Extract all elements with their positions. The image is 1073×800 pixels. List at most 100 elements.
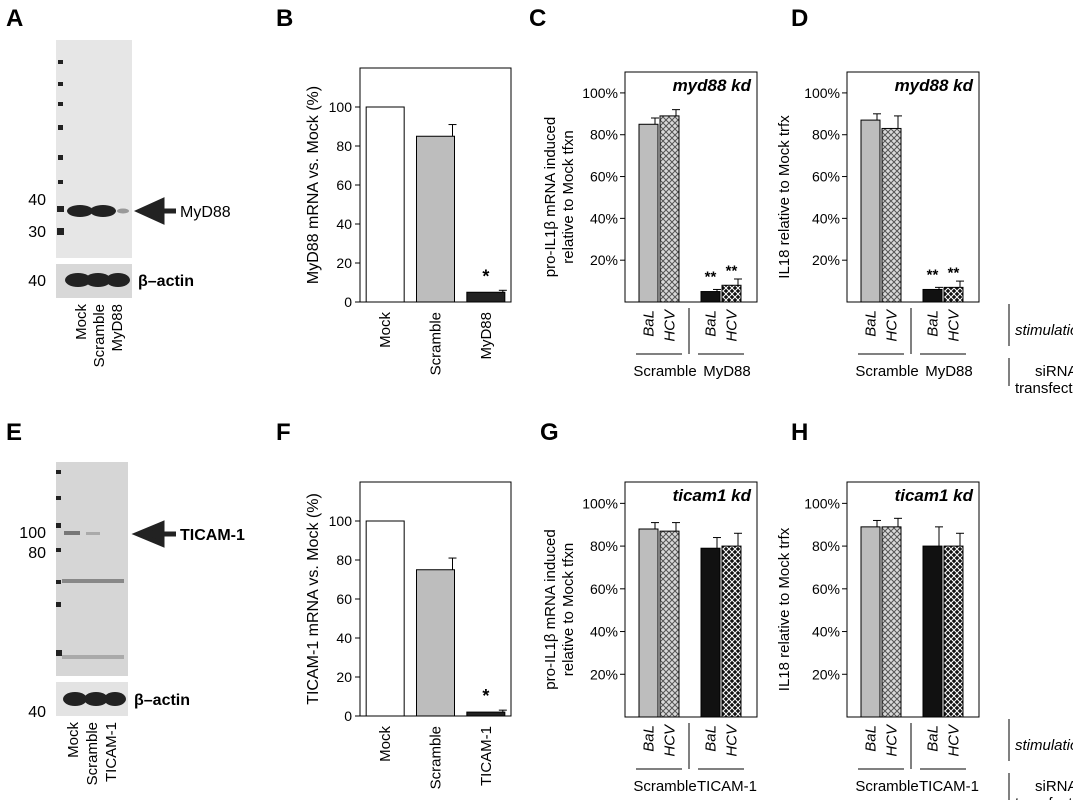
chart-g-ytick-label: 80%	[590, 538, 618, 554]
chart-c-stim-label: BaL	[641, 310, 658, 337]
chart-c-bar	[659, 115, 680, 303]
chart-b-category-label: MyD88	[478, 312, 495, 360]
chart-c-stim-label: HCV	[724, 308, 741, 342]
chart-g-ylabel-line1: pro-IL1β mRNA induced	[542, 529, 559, 689]
chart-d-frame	[846, 71, 980, 303]
chart-d-bar	[860, 119, 881, 303]
panel-letter-d: D	[791, 5, 808, 32]
chart-d-significance: **	[948, 264, 960, 281]
chart-g-stim-label: HCV	[662, 723, 679, 757]
blot-e-actin-marker: 40	[28, 704, 46, 721]
chart-f-ylabel: TICAM-1 mRNA vs. Mock (%)	[305, 493, 322, 705]
blot-a-lane-myd88: MyD88	[109, 304, 126, 352]
chart-b-ylabel: MyD88 mRNA vs. Mock (%)	[305, 86, 322, 284]
chart-f-bar	[416, 569, 455, 717]
chart-d-bar	[922, 288, 943, 303]
chart-d-ytick-label: 80%	[812, 127, 840, 143]
blot-e-ladder	[56, 470, 62, 656]
blot-e-lane-mock: Mock	[65, 722, 82, 758]
chart-b-category-label: Scramble	[428, 312, 445, 375]
chart-h-bar	[943, 545, 964, 718]
chart-d-stim-label: BaL	[925, 310, 942, 337]
chart-g-ytick-label: 60%	[590, 581, 618, 597]
chart-d-sirna-label: siRNA	[1035, 363, 1073, 380]
chart-c-ytick-label: 100%	[582, 85, 618, 101]
blot-e-lane-scramble: Scramble	[84, 722, 101, 785]
chart-d-stim-label: BaL	[863, 310, 880, 337]
blot-a-marker-30: 30	[28, 224, 46, 241]
chart-h-transfection-label: transfection	[1015, 795, 1073, 800]
chart-h-group-label: TICAM-1	[919, 778, 979, 795]
chart-b-category-label: Mock	[377, 312, 394, 348]
chart-c-group-label: MyD88	[703, 363, 751, 380]
chart-d-ytick-label: 20%	[812, 252, 840, 268]
chart-h-group-label: Scramble	[855, 778, 918, 795]
chart-c-ylabel-line2: relative to Mock tfxn	[560, 130, 577, 263]
chart-b-significance: *	[482, 266, 489, 286]
chart-d-group-label: Scramble	[855, 363, 918, 380]
chart-c-group-label: Scramble	[633, 363, 696, 380]
blot-a-membrane	[56, 40, 132, 258]
chart-f-ytick-label: 60	[336, 591, 352, 607]
chart-d-ytick-label: 40%	[812, 210, 840, 226]
chart-c-bar	[638, 123, 659, 303]
chart-f-ytick-label: 100	[329, 513, 353, 529]
chart-h-ytick-label: 80%	[812, 538, 840, 554]
chart-f-ytick-label: 40	[336, 630, 352, 646]
chart-d-significance: **	[927, 266, 939, 283]
chart-c-bar	[721, 284, 742, 303]
chart-d-ytick-label: 60%	[812, 169, 840, 185]
blot-a-lane-scramble: Scramble	[91, 304, 108, 367]
chart-b-ytick-label: 80	[336, 138, 352, 154]
chart-d-transfection-label: transfection	[1015, 380, 1073, 397]
chart-h-bar	[922, 545, 943, 718]
chart-g-ytick-label: 40%	[590, 624, 618, 640]
chart-g-stim-label: HCV	[724, 723, 741, 757]
chart-h-bar	[860, 526, 881, 718]
chart-c-stim-label: BaL	[703, 310, 720, 337]
chart-g-stim-label: BaL	[703, 725, 720, 752]
chart-f-ytick-label: 0	[344, 708, 352, 724]
chart-c-stim-label: HCV	[662, 308, 679, 342]
blot-a-marker-40: 40	[28, 192, 46, 209]
blot-a-arrow	[133, 197, 176, 225]
panel-letter-b: B	[276, 5, 293, 32]
chart-b-ytick-label: 20	[336, 255, 352, 271]
blot-a-lane-mock: Mock	[73, 304, 90, 340]
blot-e-marker-100: 100	[19, 525, 46, 542]
chart-f-significance: *	[482, 686, 489, 706]
panel-letter-g: G	[540, 419, 559, 446]
chart-h-frame	[846, 481, 980, 718]
blot-e: 100 80 40 TICAM-1 β–actin Mock Scramble …	[19, 462, 245, 785]
blot-a-band-mock	[67, 205, 93, 217]
blot-a-band-scramble	[90, 205, 116, 217]
chart-c-ylabel-line1: pro-IL1β mRNA induced	[542, 117, 559, 277]
chart-h-stim-label: BaL	[925, 725, 942, 752]
chart-f-ytick-label: 80	[336, 552, 352, 568]
chart-h-inset-label: ticam1 kd	[895, 486, 974, 505]
chart-g-bar	[721, 545, 742, 718]
chart-g-stim-label: BaL	[641, 725, 658, 752]
blot-a-band-myd88	[117, 208, 129, 214]
panel-letter-a: A	[6, 5, 23, 32]
blot-e-target-label: TICAM-1	[180, 527, 245, 544]
chart-c-bar	[700, 291, 721, 303]
chart-d-bar	[943, 286, 964, 303]
panel-letter-h: H	[791, 419, 808, 446]
blot-e-actin-band-3	[104, 692, 126, 706]
chart-b-bar	[466, 291, 506, 303]
chart-c-frame	[624, 71, 758, 303]
chart-b-bar	[365, 106, 405, 303]
chart-c-significance: **	[726, 262, 738, 279]
blot-e-band-scramble	[86, 532, 100, 535]
chart-g-ytick-label: 100%	[582, 495, 618, 511]
blot-e-actin-band-1	[63, 692, 87, 706]
chart-h-stimulation-label: stimulation	[1015, 737, 1073, 754]
chart-h-stim-label: BaL	[863, 725, 880, 752]
chart-c-ytick-label: 40%	[590, 210, 618, 226]
chart-f-category-label: Scramble	[428, 726, 445, 789]
chart-h-stim-label: HCV	[946, 723, 963, 757]
blot-e-membrane	[56, 462, 128, 676]
chart-b-ytick-label: 40	[336, 216, 352, 232]
